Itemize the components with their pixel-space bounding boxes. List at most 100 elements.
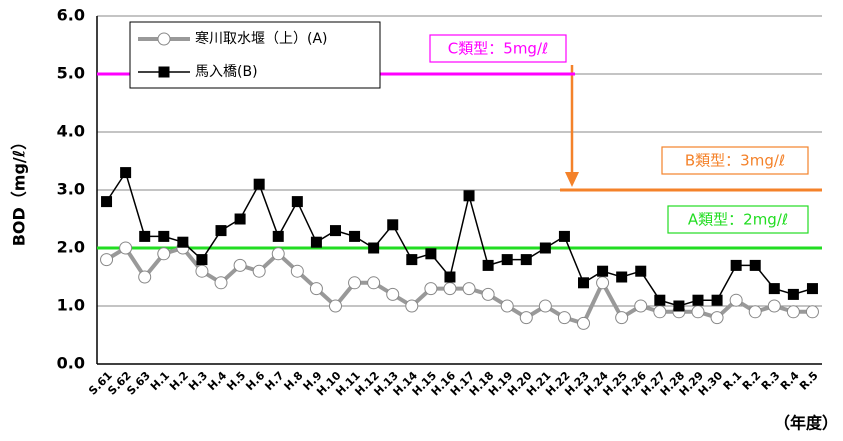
annotation: C類型：5mg/ℓ [448,40,548,58]
y-tick-label: 5.0 [57,64,85,83]
marker [481,287,495,301]
marker [634,299,648,313]
marker [309,282,323,296]
marker [482,259,494,271]
marker [215,225,227,237]
marker [195,264,209,278]
legend-marker [158,66,170,78]
marker [387,219,399,231]
marker [349,230,361,242]
marker [519,311,533,325]
legend-box [129,21,381,89]
marker [405,299,419,313]
x-tick-label: H.2 [167,369,191,393]
marker [787,288,799,300]
marker [328,299,342,313]
marker [310,236,322,248]
marker [730,259,742,271]
annotation-box [667,205,809,234]
marker [538,299,552,313]
marker [748,305,762,319]
marker [539,242,551,254]
x-tick-label: H.8 [281,369,305,393]
marker [749,259,761,271]
marker [691,305,705,319]
marker [673,300,685,312]
marker [711,294,723,306]
marker [214,276,228,290]
marker [597,265,609,277]
marker [425,248,437,260]
marker [635,265,647,277]
marker [557,311,571,325]
marker [157,247,171,261]
marker [101,196,113,208]
y-tick-label: 6.0 [57,6,85,25]
x-tick-label: H.3 [186,369,210,393]
marker [120,167,132,179]
x-tick-label: H.5 [224,369,248,393]
x-tick-label: H.1 [148,369,172,393]
y-axis-label: BOD（mg/ℓ） [10,134,29,247]
y-tick-label: 0.0 [57,354,85,373]
annotation: A類型：2mg/ℓ [688,211,788,229]
x-tick-label: H.7 [262,369,286,393]
marker [386,287,400,301]
marker [616,271,628,283]
marker [348,276,362,290]
marker [806,283,818,295]
annotation-box [661,146,809,175]
marker [271,247,285,261]
marker [233,258,247,272]
marker [520,254,532,266]
series-line [105,245,813,326]
x-tick-label: R.3 [759,369,783,393]
marker [767,299,781,313]
marker [805,305,819,319]
marker [138,270,152,284]
marker [578,277,590,289]
x-tick-label: R.5 [797,369,821,393]
marker [291,196,303,208]
x-tick-label: R.2 [740,369,764,393]
marker [329,225,341,237]
x-tick-label: R.1 [721,369,745,393]
marker [558,230,570,242]
legend-marker [157,32,171,46]
marker [501,254,513,266]
series-line [105,170,813,307]
marker [729,293,743,307]
y-tick-label: 2.0 [57,238,85,257]
marker [177,236,189,248]
marker [463,190,475,202]
marker [654,294,666,306]
marker [158,230,170,242]
arrow-head [565,172,579,187]
marker [406,254,418,266]
marker [100,253,114,267]
marker [424,282,438,296]
marker [577,316,591,330]
marker [272,230,284,242]
marker [653,305,667,319]
marker [443,282,457,296]
y-tick-label: 1.0 [57,296,85,315]
marker [768,283,780,295]
marker [710,311,724,325]
annotation: B類型：3mg/ℓ [685,152,785,170]
annotation-box [429,34,567,63]
marker [786,305,800,319]
x-tick-label: R.4 [778,369,802,393]
marker [500,299,514,313]
marker [196,254,208,266]
y-tick-label: 4.0 [57,122,85,141]
marker [234,213,246,225]
marker [290,264,304,278]
marker [253,178,265,190]
y-tick-label: 3.0 [57,180,85,199]
marker [139,230,151,242]
marker [444,271,456,283]
marker [596,276,610,290]
